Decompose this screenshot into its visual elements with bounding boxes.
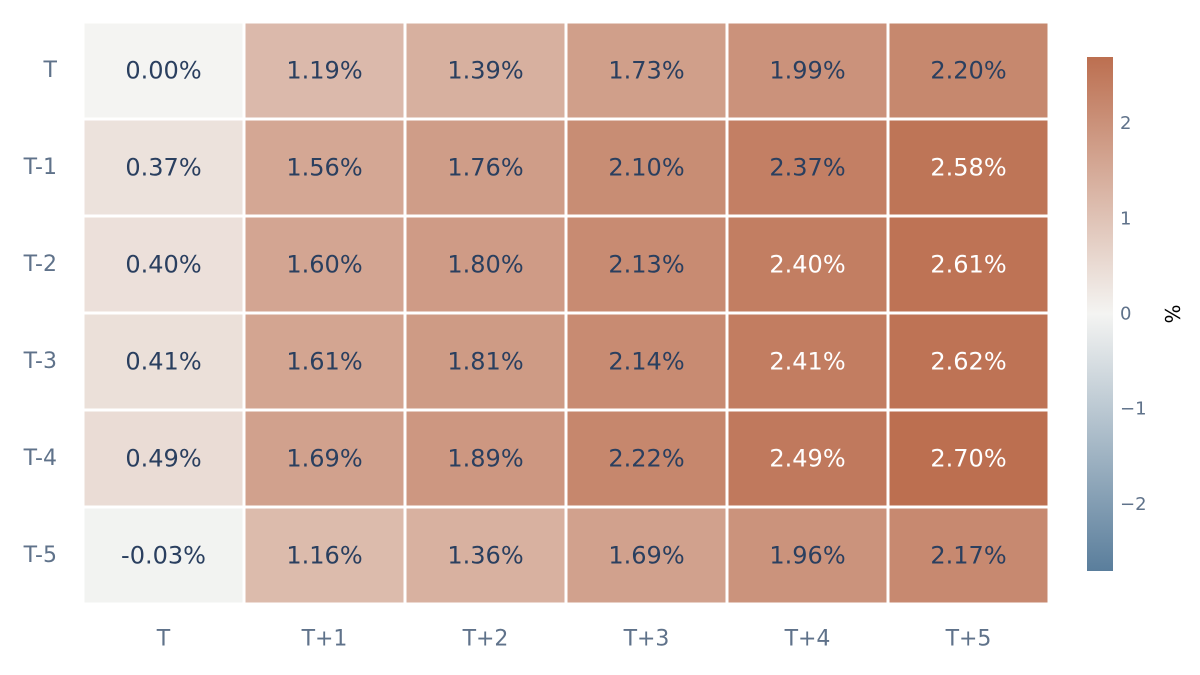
x-tick-label: T+2 — [462, 627, 509, 652]
heatmap-cell — [728, 23, 887, 118]
heatmap-cell — [889, 217, 1048, 312]
heatmap-cell — [245, 23, 404, 118]
heatmap-cell — [406, 508, 565, 603]
cell-value-label: 1.89% — [447, 445, 523, 473]
cell-value-label: 0.40% — [125, 251, 201, 279]
heatmap-cell — [889, 23, 1048, 118]
heatmap-cell — [84, 411, 243, 506]
heatmap-cell — [84, 314, 243, 409]
x-tick-label: T+5 — [945, 627, 992, 652]
y-tick-label: T-2 — [23, 252, 57, 277]
cell-value-label: 2.41% — [769, 348, 845, 376]
cell-value-label: 2.20% — [930, 57, 1006, 85]
cell-value-label: 2.10% — [608, 154, 684, 182]
y-tick-label: T-1 — [23, 155, 57, 180]
heatmap-cell — [245, 314, 404, 409]
heatmap-cell — [728, 508, 887, 603]
cell-value-label: 0.37% — [125, 154, 201, 182]
cell-value-label: 1.16% — [286, 542, 362, 570]
colorbar: 2 1 0 −1 −2 % — [1087, 57, 1184, 571]
cell-value-label: 2.49% — [769, 445, 845, 473]
cell-value-label: 1.61% — [286, 348, 362, 376]
cell-value-label: 2.61% — [930, 251, 1006, 279]
heatmap-cells: 0.00% 1.19% 1.39% 1.73% 1.99% 2.20% 0.37% 1.56%… — [84, 23, 1048, 603]
heatmap-cell — [567, 23, 726, 118]
x-tick-label: T — [156, 627, 171, 652]
colorbar-tick-label: −2 — [1120, 494, 1147, 515]
cell-value-label: 1.56% — [286, 154, 362, 182]
cell-value-label: 1.36% — [447, 542, 523, 570]
colorbar-gradient — [1087, 57, 1113, 571]
cell-value-label: 1.39% — [447, 57, 523, 85]
y-tick-label: T — [43, 58, 58, 83]
x-tick-label: T+4 — [784, 627, 831, 652]
heatmap-cell — [889, 120, 1048, 215]
cell-value-label: 2.13% — [608, 251, 684, 279]
cell-value-label: 2.37% — [769, 154, 845, 182]
cell-value-label: 0.49% — [125, 445, 201, 473]
heatmap-cell — [889, 314, 1048, 409]
heatmap-cell — [245, 411, 404, 506]
colorbar-tick-label: −1 — [1120, 399, 1147, 420]
x-axis-tick-labels: T T+1 T+2 T+3 T+4 T+5 — [156, 627, 992, 652]
cell-value-label: 2.62% — [930, 348, 1006, 376]
y-tick-label: T-4 — [23, 446, 57, 471]
heatmap-cell — [406, 411, 565, 506]
heatmap-cell — [567, 217, 726, 312]
cell-value-label: 2.17% — [930, 542, 1006, 570]
heatmap-cell — [84, 120, 243, 215]
y-axis-tick-labels: T T-1 T-2 T-3 T-4 T-5 — [23, 58, 58, 568]
heatmap-cell — [728, 314, 887, 409]
x-tick-label: T+1 — [301, 627, 348, 652]
heatmap-cell — [84, 508, 243, 603]
y-tick-label: T-3 — [23, 349, 57, 374]
heatmap-cell — [889, 411, 1048, 506]
cell-value-label: 0.00% — [125, 57, 201, 85]
cell-value-label: 1.69% — [608, 542, 684, 570]
heatmap-cell — [406, 23, 565, 118]
x-tick-label: T+3 — [623, 627, 670, 652]
heatmap-cell — [567, 411, 726, 506]
cell-value-label: 2.58% — [930, 154, 1006, 182]
heatmap-cell — [567, 508, 726, 603]
colorbar-tick-label: 1 — [1120, 208, 1131, 229]
y-tick-label: T-5 — [23, 543, 57, 568]
cell-value-label: 1.73% — [608, 57, 684, 85]
cell-value-label: 1.96% — [769, 542, 845, 570]
cell-value-label: 1.80% — [447, 251, 523, 279]
heatmap-cell — [245, 508, 404, 603]
cell-value-label: 2.40% — [769, 251, 845, 279]
cell-value-label: 2.70% — [930, 445, 1006, 473]
cell-value-label: 2.22% — [608, 445, 684, 473]
colorbar-tick-label: 0 — [1120, 304, 1131, 325]
heatmap-cell — [567, 314, 726, 409]
cell-value-label: 1.60% — [286, 251, 362, 279]
heatmap-cell — [728, 411, 887, 506]
heatmap-cell — [728, 217, 887, 312]
heatmap-cell — [245, 120, 404, 215]
cell-value-label: 1.69% — [286, 445, 362, 473]
heatmap-cell — [245, 217, 404, 312]
heatmap-cell — [406, 217, 565, 312]
cell-value-label: 1.99% — [769, 57, 845, 85]
heatmap-cell — [406, 120, 565, 215]
cell-value-label: 1.76% — [447, 154, 523, 182]
colorbar-tick-labels: 2 1 0 −1 −2 — [1113, 113, 1147, 515]
heatmap-cell — [84, 217, 243, 312]
cell-value-label: 1.81% — [447, 348, 523, 376]
colorbar-tick-label: 2 — [1120, 113, 1131, 134]
cell-value-label: -0.03% — [121, 542, 206, 570]
colorbar-title: % — [1160, 304, 1184, 323]
cell-value-label: 1.19% — [286, 57, 362, 85]
heatmap-cell — [728, 120, 887, 215]
cell-value-label: 2.14% — [608, 348, 684, 376]
heatmap-cell — [567, 120, 726, 215]
heatmap-cell — [889, 508, 1048, 603]
cell-value-label: 0.41% — [125, 348, 201, 376]
heatmap-cell — [406, 314, 565, 409]
heatmap-cell — [84, 23, 243, 118]
